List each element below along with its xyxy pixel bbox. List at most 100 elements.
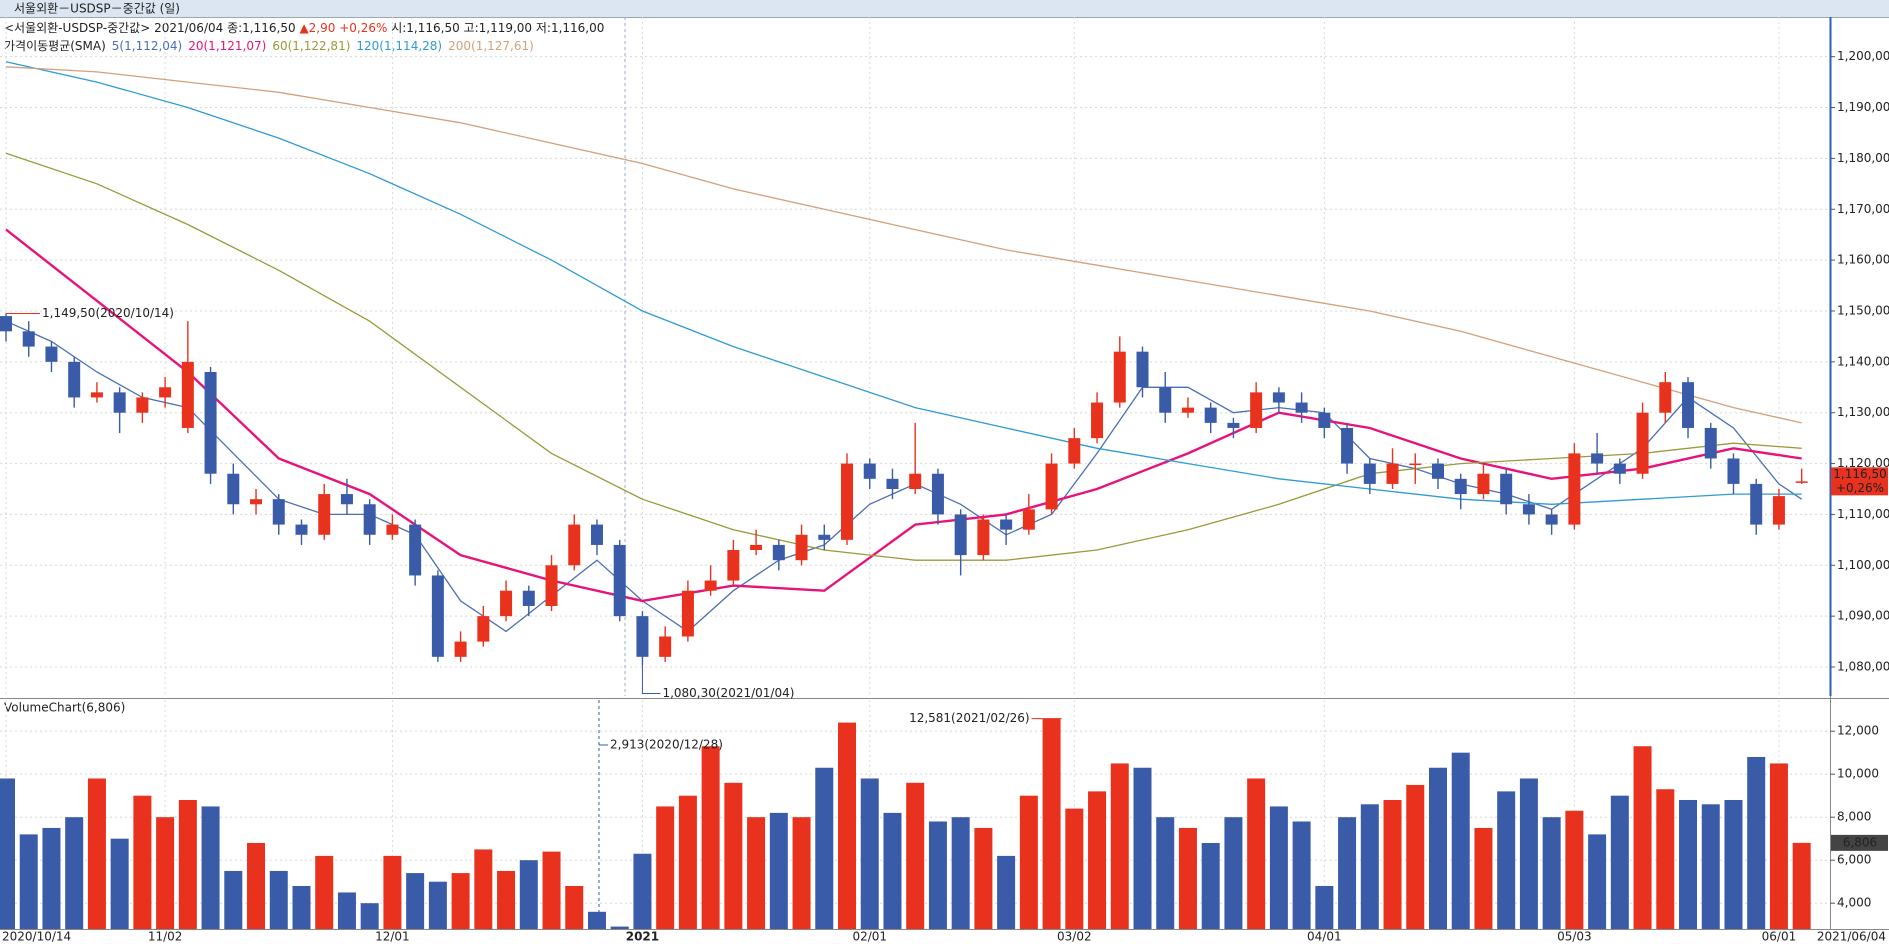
y-tick-label: 12,000 xyxy=(1837,724,1879,738)
candle-body xyxy=(386,524,399,535)
x-tick-label: 2021/06/04 xyxy=(1817,930,1886,944)
volume-bar xyxy=(19,834,38,929)
legend-entry: 60(1,122,81) xyxy=(272,39,350,53)
volume-bar xyxy=(1133,767,1152,929)
candle-body xyxy=(841,463,854,540)
volume-bar xyxy=(360,903,379,929)
candle-body xyxy=(295,524,308,535)
candle-body xyxy=(22,331,35,347)
volume-bar xyxy=(1224,817,1243,929)
candle-body xyxy=(409,524,422,576)
volume-bar xyxy=(1428,767,1447,929)
volume-bar xyxy=(1315,885,1334,929)
volume-bar xyxy=(610,926,629,929)
volume-bar xyxy=(0,778,15,929)
volume-bar xyxy=(678,795,697,929)
candle-body xyxy=(727,550,740,581)
volume-bar xyxy=(906,782,925,929)
legend-entry: 20(1,121,07) xyxy=(188,39,266,53)
candle-body xyxy=(1477,473,1490,495)
volume-bar xyxy=(1338,817,1357,929)
candle-body xyxy=(204,372,217,474)
candle-body xyxy=(1750,483,1763,525)
annotation-leader xyxy=(641,665,661,694)
candle-body xyxy=(1250,392,1263,428)
volume-bar xyxy=(1156,817,1175,929)
volume-bar xyxy=(269,870,288,929)
legend-entry: 5(1,112,04) xyxy=(112,39,182,53)
ma-line xyxy=(5,61,1802,505)
x-tick-label: 11/02 xyxy=(148,930,183,944)
volume-bar xyxy=(997,855,1016,929)
y-tick-label: 1,140,00 xyxy=(1837,354,1889,368)
candle-body xyxy=(1454,478,1467,495)
y-tick-label: 1,120,00 xyxy=(1837,456,1889,470)
volume-bar xyxy=(406,873,425,929)
legend-entry: 120(1,114,28) xyxy=(356,39,442,53)
x-tick-label: 04/01 xyxy=(1307,930,1342,944)
volume-bar xyxy=(1360,804,1379,929)
volume-bar xyxy=(315,855,334,929)
volume-bar xyxy=(1633,746,1652,929)
y-tick-label: 1,130,00 xyxy=(1837,405,1889,419)
candle-body xyxy=(1022,509,1035,530)
candle-body xyxy=(1431,463,1444,479)
volume-bar xyxy=(1610,795,1629,929)
volume-bar xyxy=(815,767,834,929)
volume-bar xyxy=(1110,763,1129,929)
volume-bar xyxy=(1292,821,1311,929)
candle-body xyxy=(136,397,149,413)
volume-bar xyxy=(838,722,857,929)
candle-body xyxy=(1272,392,1285,403)
volume-bar xyxy=(1065,808,1084,929)
candle-body xyxy=(795,534,808,561)
x-tick-label: 2020/10/14 xyxy=(2,930,71,944)
y-tick-label: 1,090,00 xyxy=(1837,609,1889,623)
volume-bar xyxy=(1519,778,1538,929)
candle-body xyxy=(1636,412,1649,474)
volume-bar xyxy=(1201,842,1220,929)
volume-bar xyxy=(247,842,266,929)
y-tick-label: 1,110,00 xyxy=(1837,507,1889,521)
candle-body xyxy=(750,544,763,551)
candle-body xyxy=(1568,453,1581,525)
candle-body xyxy=(522,590,535,606)
candle-body xyxy=(1318,412,1331,428)
volume-bar xyxy=(542,851,561,929)
price-box-label: 1,116,50 xyxy=(1833,467,1886,481)
x-tick-label: 05/03 xyxy=(1557,930,1592,944)
annotation: 12,581(2021/02/26) xyxy=(909,711,1030,725)
candle-body xyxy=(636,616,649,657)
volume-bar xyxy=(1679,799,1698,929)
volume-bar xyxy=(1383,799,1402,929)
legend: 가격이동평균(SMA) 5(1,112,04) 20(1,121,07) 60(1,1… xyxy=(4,39,534,53)
volume-bar xyxy=(587,911,606,929)
candle-body xyxy=(613,544,626,617)
title-bar xyxy=(0,0,1889,17)
volume-bar xyxy=(1451,752,1470,929)
volume-bar xyxy=(656,806,675,929)
candle-body xyxy=(90,392,103,398)
y-tick-label: 6,000 xyxy=(1837,853,1871,867)
candle-body xyxy=(181,361,194,428)
volume-bar xyxy=(1588,834,1607,929)
volume-box-label: 6,806 xyxy=(1843,835,1877,849)
annotation: 1,080,30(2021/01/04) xyxy=(662,686,794,700)
candle-body xyxy=(1091,402,1104,439)
candle-body xyxy=(977,519,990,556)
volume-bar xyxy=(792,817,811,929)
volume-bar xyxy=(519,860,538,929)
volume-bar xyxy=(110,838,129,929)
volume-bar xyxy=(1088,791,1107,929)
candle-body xyxy=(1591,453,1604,464)
price-box-change: +0,26% xyxy=(1836,481,1884,495)
volume-bar xyxy=(1019,795,1038,929)
volume-bar xyxy=(883,812,902,929)
annotation: 1,149,50(2020/10/14) xyxy=(42,306,174,320)
y-tick-label: 1,150,00 xyxy=(1837,303,1889,317)
volume-bar xyxy=(383,855,402,929)
window-title: 서울외환－USDSP－중간값 (일) xyxy=(14,2,180,16)
volume-bar xyxy=(87,778,106,929)
volume-bar xyxy=(1724,799,1743,929)
candle-body xyxy=(704,580,717,591)
